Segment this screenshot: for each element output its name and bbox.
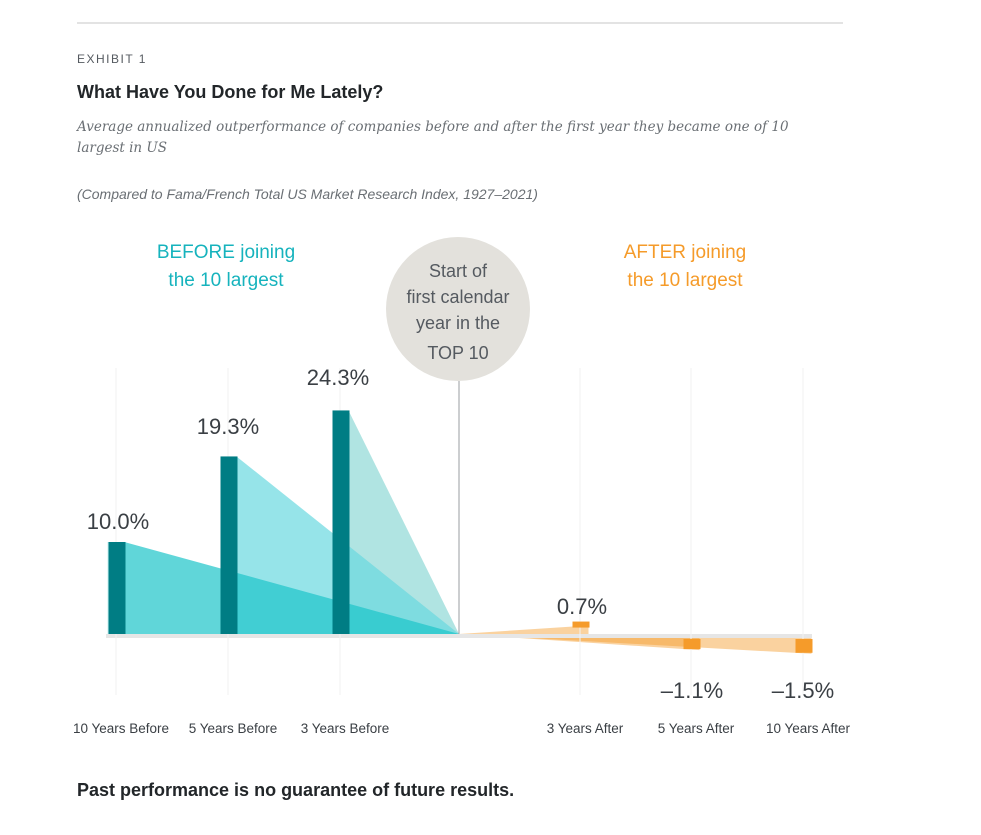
value-label-2: 19.3%: [197, 414, 259, 439]
category-label-1: 10 Years Before: [73, 721, 169, 736]
start-circle: [386, 237, 530, 381]
category-label-3: 3 Years Before: [301, 721, 390, 736]
value-label-1: 10.0%: [87, 509, 149, 534]
category-label-2: 5 Years Before: [189, 721, 278, 736]
value-label-6: –1.5%: [772, 678, 834, 703]
category-label-4: 3 Years After: [547, 721, 624, 736]
before-wedge-1: [124, 542, 459, 634]
before-heading-line-1: BEFORE joining: [157, 242, 295, 263]
after-wedge-3: [459, 634, 812, 654]
bar-1: [108, 542, 126, 634]
bar-6: [795, 639, 813, 653]
value-label-4: 0.7%: [557, 594, 607, 619]
after-heading-line-1: AFTER joining: [624, 242, 747, 263]
bars-layer: [108, 410, 813, 653]
bar-3: [332, 410, 350, 634]
category-label-5: 5 Years After: [658, 721, 735, 736]
after-wedge-1: [459, 625, 589, 634]
exhibit-label: EXHIBIT 1: [77, 52, 147, 66]
labels-layer: 10.0% 19.3% 24.3% 0.7% –1.1% –1.5% 10 Years Be…: [73, 365, 851, 736]
bar-2: [220, 456, 238, 634]
value-label-3: 24.3%: [307, 365, 369, 390]
before-heading-line-2: the 10 largest: [168, 270, 284, 291]
center-text-line-2: first calendar: [406, 287, 509, 307]
benchmark-note: (Compared to Fama/French Total US Market…: [77, 186, 538, 202]
chart-title: What Have You Done for Me Lately?: [77, 82, 384, 102]
bar-4: [572, 621, 590, 628]
center-text-line-3: year in the: [416, 313, 500, 333]
chart-subtitle: Average annualized outperformance of com…: [77, 119, 789, 156]
after-wedge-2: [459, 634, 700, 651]
after-heading-line-2: the 10 largest: [627, 270, 743, 291]
value-label-5: –1.1%: [661, 678, 723, 703]
disclaimer: Past performance is no guarantee of futu…: [77, 780, 515, 800]
center-text-line-4: TOP 10: [427, 343, 488, 363]
bar-5: [683, 639, 701, 650]
category-label-6: 10 Years After: [766, 721, 851, 736]
center-text-line-1: Start of: [429, 261, 488, 281]
top-divider: [77, 22, 843, 24]
